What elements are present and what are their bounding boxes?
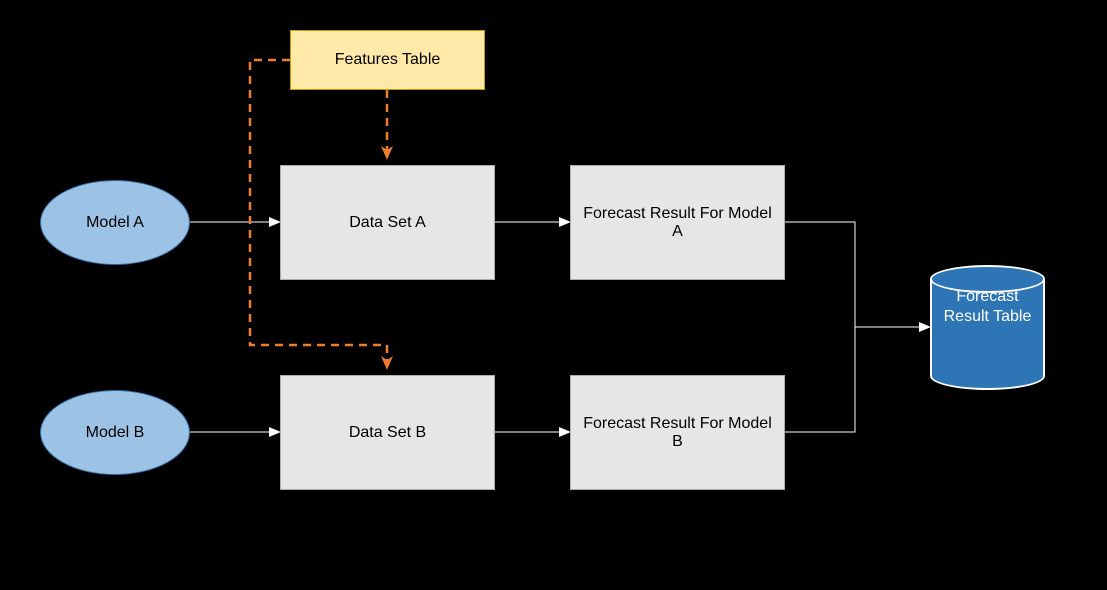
node-model_b: Model B	[40, 390, 190, 475]
node-label-model_a: Model A	[86, 214, 144, 232]
node-label-result_table: Forecast Result Table	[930, 287, 1045, 327]
node-result_table: Forecast Result Table	[930, 265, 1045, 390]
edge-result_a-to-result_table	[785, 222, 930, 327]
node-result_b: Forecast Result For Model B	[570, 375, 785, 490]
node-model_a: Model A	[40, 180, 190, 265]
node-label-dataset_a: Data Set A	[349, 214, 426, 232]
edge-result_b-to-result_table	[785, 327, 930, 432]
node-label-result_b: Forecast Result For Model B	[581, 415, 774, 451]
node-label-model_b: Model B	[86, 424, 145, 442]
node-dataset_b: Data Set B	[280, 375, 495, 490]
node-features_table: Features Table	[290, 30, 485, 90]
node-result_a: Forecast Result For Model A	[570, 165, 785, 280]
node-label-dataset_b: Data Set B	[349, 424, 426, 442]
node-label-features_table: Features Table	[335, 51, 441, 69]
node-label-result_a: Forecast Result For Model A	[581, 205, 774, 241]
node-dataset_a: Data Set A	[280, 165, 495, 280]
